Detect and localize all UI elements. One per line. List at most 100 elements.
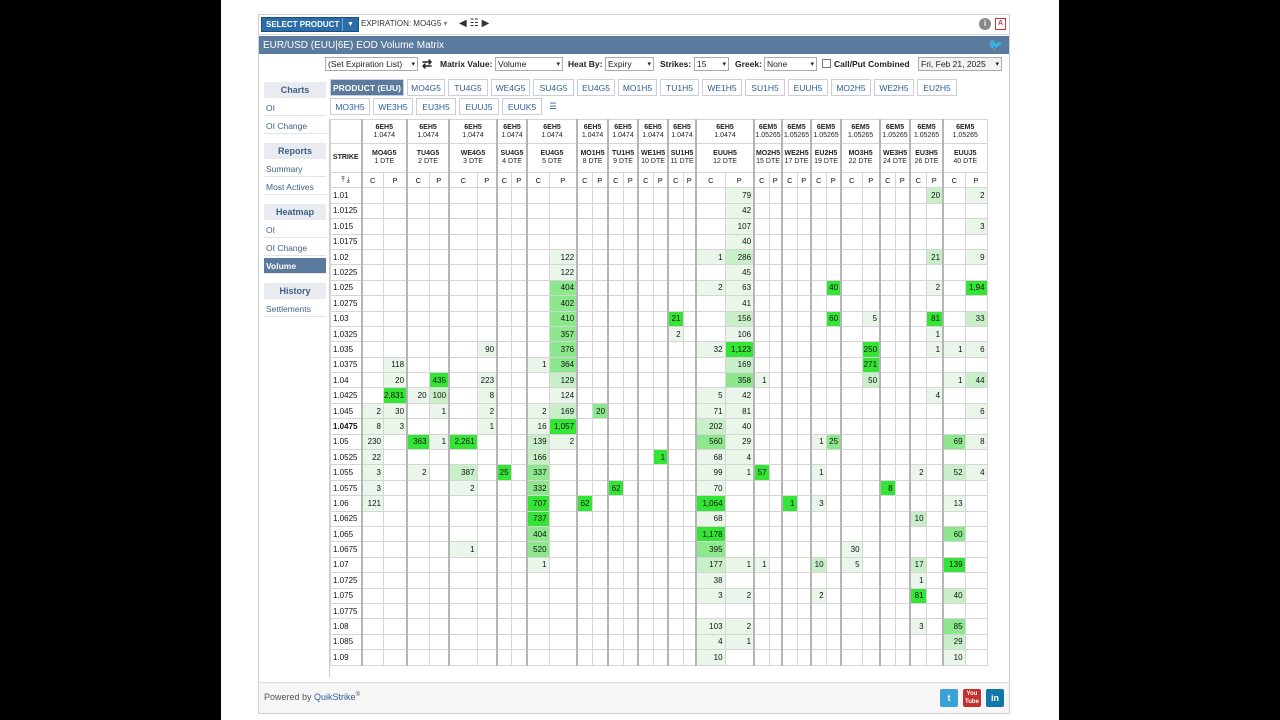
call-volume-cell [448,525,478,543]
next-arrow-icon[interactable]: ▶ [481,18,490,29]
tab-mo2h5[interactable]: MO2H5 [831,79,871,96]
date-select[interactable]: Fri, Feb 21, 2025 ▾ [918,57,1002,71]
put-volume-cell [591,633,609,651]
tab-we2h5[interactable]: WE2H5 [874,79,914,96]
call-volume-cell [360,202,384,220]
put-volume-cell: 435 [428,372,450,389]
call-volume-cell [637,649,654,666]
tab-su4g5[interactable]: SU4G5 [533,79,574,96]
tab-euuh5[interactable]: EUUH5 [788,79,828,96]
call-volume-cell [909,418,927,435]
quikstrike-link[interactable]: QuikStrike [314,692,356,702]
put-volume-cell: 3 [964,218,988,235]
put-volume-cell [825,295,842,312]
tab-we1h5[interactable]: WE1H5 [702,79,742,96]
tab-we4g5[interactable]: WE4G5 [491,79,530,96]
greek-select[interactable]: None ▾ [764,57,817,71]
call-volume-cell [576,218,593,235]
call-put-combined-checkbox[interactable] [822,59,831,68]
pdf-icon[interactable]: A [995,18,1006,30]
sidebar-item-charts-oi[interactable]: OI [264,100,326,116]
call-header: C [909,171,927,189]
sidebar-item-most-actives[interactable]: Most Actives [264,179,326,195]
title-bar: EUR/USD (EUU|6E) EOD Volume Matrix 🐦 [259,36,1009,54]
strikes-select[interactable]: 15 ▾ [694,57,729,71]
matrix-value-select[interactable]: Volume ▾ [495,57,563,71]
call-volume-cell [406,218,430,235]
sidebar-item-heatmap-oi[interactable]: OI [264,222,326,238]
put-volume-cell [768,248,783,266]
tab-eu2h5[interactable]: EU2H5 [917,79,957,96]
put-volume-cell [768,341,783,358]
select-product-button[interactable]: SELECT PRODUCT ▼ [261,17,359,32]
call-volume-cell [840,372,863,389]
expiration-list-select[interactable]: (Set Expiration List) ▾ [325,57,418,71]
call-volume-cell [607,525,624,543]
tab-mo1h5[interactable]: MO1H5 [618,79,657,96]
call-volume-cell [526,295,550,312]
put-volume-cell: 1 [428,433,450,451]
dropdown-caret-icon[interactable]: ▾ [443,19,448,28]
twitter-icon[interactable]: t [940,689,958,707]
call-volume-cell [576,387,593,404]
call-volume-cell: 363 [406,433,430,451]
tab-mo4g5[interactable]: MO4G5 [407,79,445,96]
put-header: P [894,171,911,189]
call-volume-cell [576,510,593,527]
strike-row: 1.02 122 1 286 21 9 [330,248,988,266]
put-volume-cell [682,218,697,235]
tab-su1h5[interactable]: SU1H5 [745,79,785,96]
tab-euuj5[interactable]: EUUJ5 [459,98,499,115]
put-volume-cell [428,572,450,589]
tab-tu4g5[interactable]: TU4G5 [448,79,488,96]
call-volume-cell [496,279,512,297]
menu-icon[interactable]: ☰ [545,98,561,115]
expiry-future-header: 6EM5 1.05265 [879,119,911,144]
sidebar-item-settlements[interactable]: Settlements [264,301,326,317]
tab-euuk5[interactable]: EUUK5 [502,98,542,115]
twitter-icon[interactable]: 🐦 [988,38,1003,52]
put-volume-cell: 106 [724,325,755,343]
put-volume-cell [894,325,911,343]
youtube-icon[interactable]: You Tube [963,689,981,707]
sidebar-item-summary[interactable]: Summary [264,161,326,177]
call-header: C [810,171,827,189]
put-volume-cell: 20 [591,402,609,420]
chevron-down-icon[interactable]: ▼ [342,18,358,31]
sort-bottom-icon[interactable]: ⤓ [346,175,351,185]
put-volume-cell [964,633,988,651]
call-volume-cell [781,325,798,343]
strike-cell: 1.0375 [330,356,362,374]
tab-eu3h5[interactable]: EU3H5 [416,98,456,115]
put-volume-cell: 9 [964,248,988,266]
expiration-label[interactable]: EXPIRATION: MO4G5 ▾ [361,19,448,28]
call-volume-cell [576,202,593,220]
put-volume-cell [925,587,944,604]
sidebar-item-volume[interactable]: Volume [264,258,326,274]
call-volume-cell [942,510,966,527]
list-icon[interactable]: ☷ [469,18,479,29]
call-volume-cell [667,233,684,250]
prev-arrow-icon[interactable]: ◀ [459,18,467,29]
tab-we3h5[interactable]: WE3H5 [373,98,413,115]
tab-product-euu[interactable]: PRODUCT (EUU) [330,79,404,96]
call-volume-cell [637,556,654,574]
put-volume-cell: 4 [925,387,944,404]
tab-mo3h5[interactable]: MO3H5 [330,98,370,115]
call-volume-cell: 22 [360,449,384,466]
put-volume-cell [383,341,408,358]
sliders-icon[interactable]: ⇄ [422,57,433,71]
put-volume-cell: 41 [724,295,755,312]
call-volume-cell [448,495,478,512]
put-volume-cell [383,556,408,574]
linkedin-icon[interactable]: in [986,689,1004,707]
sidebar-item-charts-oi-change[interactable]: OI Change [264,118,326,134]
sort-top-icon[interactable]: ⤒ [341,175,345,185]
tab-eu4g5[interactable]: EU4G5 [577,79,615,96]
info-icon[interactable]: i [979,18,991,30]
call-volume-cell [637,264,654,281]
sidebar-item-heatmap-oi-change[interactable]: OI Change [264,240,326,256]
heat-by-select[interactable]: Expiry ▾ [605,57,654,71]
call-volume-cell [810,649,827,666]
tab-tu1h5[interactable]: TU1H5 [660,79,699,96]
